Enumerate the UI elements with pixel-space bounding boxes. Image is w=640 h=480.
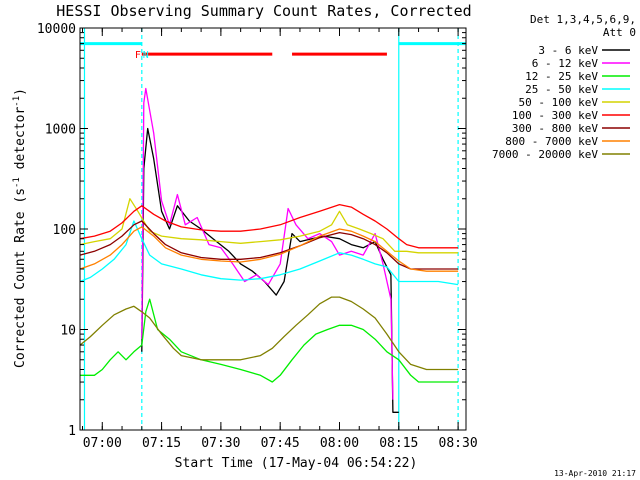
x-tick-label: 08:00	[320, 436, 359, 451]
legend-entry-label: 100 - 300 keV	[512, 109, 598, 122]
legend-entry-label: 3 - 6 keV	[538, 44, 598, 57]
legend-entry-label: 50 - 100 keV	[519, 96, 599, 109]
legend-entry-label: 25 - 50 keV	[525, 83, 598, 96]
legend-entry-label: 12 - 25 keV	[525, 70, 598, 83]
legend-entry-label: 6 - 12 keV	[532, 57, 599, 70]
series-line	[141, 87, 394, 400]
flag-label: N	[143, 50, 149, 61]
x-tick-label: 07:00	[83, 436, 122, 451]
footer-date: 13-Apr-2010 21:17	[554, 469, 636, 478]
y-tick-label: 10000	[37, 22, 76, 37]
series-line	[79, 203, 459, 249]
legend-header: Att 0	[603, 26, 636, 39]
x-axis-label: Start Time (17-May-04 06:54:22)	[175, 456, 418, 471]
legend-entry-label: 7000 - 20000 keV	[492, 148, 598, 161]
legend-entry-label: 800 - 7000 keV	[505, 135, 598, 148]
y-axis-label-mid: detector	[13, 107, 28, 178]
axes: 1 10 100 1000 10000 07:00 07:15 07:30 07:45 08:00…	[37, 22, 478, 451]
y-tick-label: 1	[68, 424, 76, 439]
x-tick-label: 07:30	[201, 436, 240, 451]
y-tick-label: 1000	[45, 123, 76, 138]
series-line	[79, 198, 459, 254]
y-axis-label-main: Corrected Count Rate (s	[13, 188, 28, 368]
series-line	[79, 220, 459, 286]
y-axis-label: Corrected Count Rate (s-1 detector-1)	[12, 88, 28, 368]
x-tick-label: 08:15	[379, 436, 418, 451]
chart-title: HESSI Observing Summary Count Rates, Cor…	[56, 2, 471, 20]
series-line	[79, 226, 459, 272]
series-line	[80, 298, 459, 383]
x-tick-label: 07:15	[142, 436, 181, 451]
legend-header: Det 1,3,4,5,6,9,	[530, 13, 636, 26]
y-axis-label-end: )	[13, 88, 28, 96]
y-tick-label: 10	[60, 324, 76, 339]
legend-entry-label: 300 - 800 keV	[512, 122, 598, 135]
flag-label: F	[135, 50, 141, 61]
y-axis-label-sup2: -1	[12, 96, 22, 107]
series-lines	[79, 87, 459, 413]
x-tick-label: 07:45	[261, 436, 300, 451]
series-line	[79, 296, 459, 371]
series-line	[79, 220, 459, 270]
x-tick-label: 08:30	[439, 436, 478, 451]
y-axis-label-sup1: -1	[12, 177, 22, 188]
y-tick-label: 100	[53, 223, 76, 238]
